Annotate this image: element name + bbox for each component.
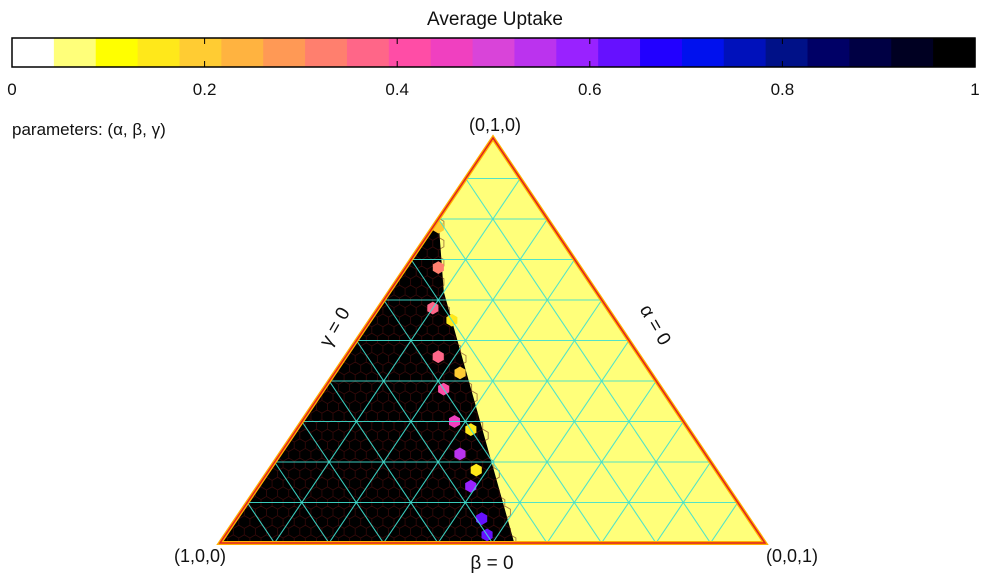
parameters-label: parameters: (α, β, γ): [12, 120, 166, 139]
edge-label-left: γ = 0: [316, 304, 355, 351]
colorbar-swatch: [891, 38, 934, 67]
transition-cell: [432, 261, 444, 274]
colorbar-ticks: 0 0.2 0.4 0.6 0.8 1: [7, 38, 980, 99]
colorbar-swatch: [179, 38, 222, 67]
grid-line: [274, 178, 521, 543]
colorbar-swatch: [556, 38, 599, 67]
colorbar-swatch: [346, 38, 390, 67]
grid-line: [710, 502, 739, 543]
grid-line: [655, 461, 712, 543]
colorbar-swatch: [723, 38, 767, 67]
colorbar-title: Average Uptake: [427, 9, 563, 30]
colorbar-swatch: [472, 38, 516, 67]
grid-line: [492, 340, 630, 543]
ternary-grid: [246, 177, 739, 543]
colorbar-swatch: [53, 38, 97, 67]
colorbar-swatch: [95, 38, 139, 67]
grid-line: [410, 259, 602, 543]
grid-line: [383, 259, 576, 543]
colorbar-swatch: [263, 38, 306, 67]
colorbar-tick-label: 0.8: [771, 80, 795, 99]
colorbar-tick-label: 1: [970, 80, 979, 99]
colorbar-swatch: [221, 38, 264, 67]
grid-line: [328, 380, 439, 543]
colorbar-tick-label: 0.6: [578, 80, 602, 99]
grid-line: [301, 421, 384, 543]
colorbar-swatch: [765, 38, 809, 67]
colorbar-frame: [11, 37, 976, 68]
colorbar-tick-label: 0: [7, 80, 16, 99]
colorbar-swatch: [807, 38, 850, 67]
ternary-plot: [216, 134, 769, 545]
simplex-inner-border: [218, 136, 767, 544]
edge-label-right: α = 0: [635, 301, 675, 349]
transition-cell: [454, 366, 466, 380]
grid-line: [465, 178, 711, 543]
corner-label-left: (1,0,0): [174, 546, 226, 566]
grid-line: [274, 461, 330, 543]
colorbar-swatch: [430, 38, 474, 67]
colorbar-swatch: [598, 38, 641, 67]
corner-label-right: (0,0,1): [766, 546, 818, 566]
colorbar-swatch: [388, 38, 432, 67]
colorbar-swatch: [514, 38, 557, 67]
colorbar-swatch: [933, 38, 976, 67]
grid-line: [546, 380, 657, 543]
transition-cell: [432, 350, 444, 364]
grid-line: [601, 421, 684, 543]
colorbar-swatch: [12, 38, 55, 67]
colorbar-swatch: [137, 38, 181, 67]
transition-cell: [454, 447, 466, 461]
colorbar-tick-label: 0.4: [385, 80, 409, 99]
transition-cell: [470, 463, 482, 477]
colorbar-swatch: [849, 38, 892, 67]
colorbar-swatch: [640, 38, 683, 67]
grid-line: [356, 340, 493, 543]
edge-label-bottom: β = 0: [470, 553, 513, 574]
corner-label-top: (0,1,0): [469, 115, 521, 135]
colorbar-swatch: [681, 38, 725, 67]
colorbar-swatch: [305, 38, 348, 67]
colorbar: [11, 37, 976, 68]
grid-line: [246, 502, 275, 543]
colorbar-tick-label: 0.2: [193, 80, 217, 99]
